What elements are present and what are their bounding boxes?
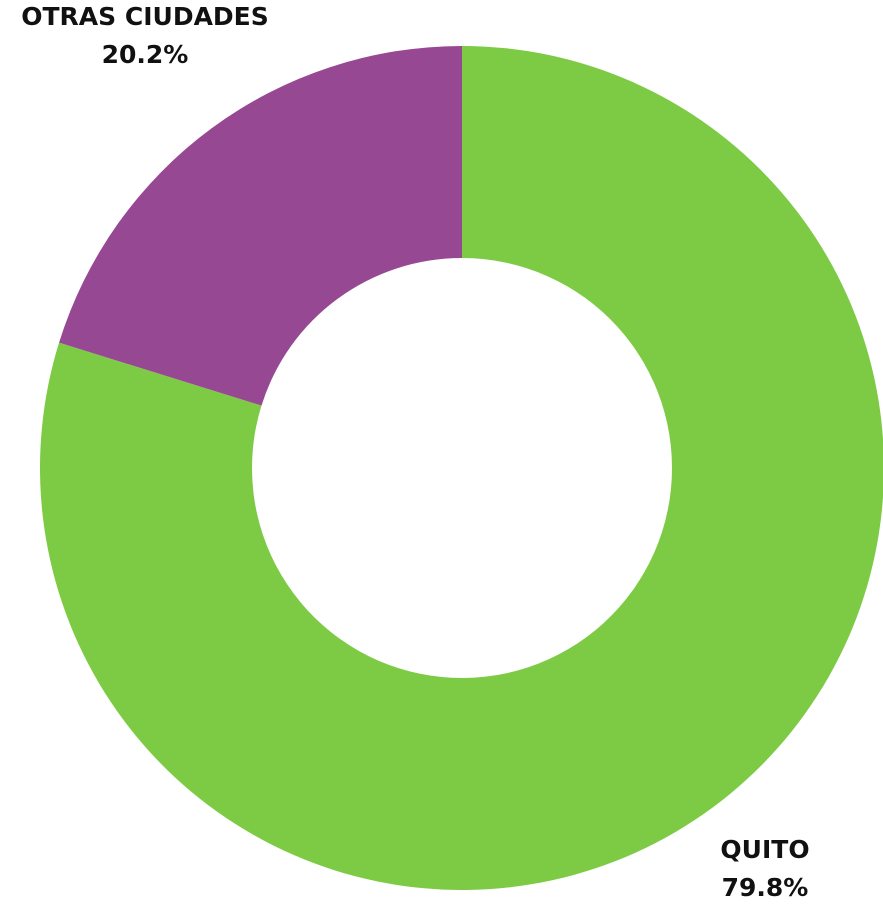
slice-label: QUITO — [720, 835, 809, 864]
donut-slice — [40, 46, 883, 890]
slice-value-label: 79.8% — [722, 873, 809, 902]
donut-slice — [59, 46, 463, 406]
slice-value-label: 20.2% — [102, 40, 189, 69]
slice-label: OTRAS CIUDADES — [21, 2, 269, 31]
